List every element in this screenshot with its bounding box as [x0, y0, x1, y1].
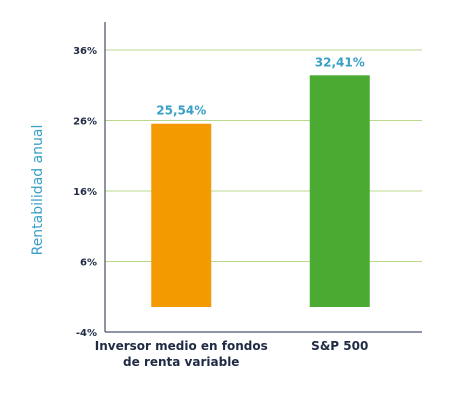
bar — [309, 75, 370, 307]
data-label: 25,54% — [156, 104, 206, 118]
bars — [151, 75, 370, 307]
category-label: de renta variable — [123, 355, 239, 369]
y-axis-label: Rentabilidad anual — [30, 125, 46, 256]
y-tick-label: -4% — [76, 328, 97, 339]
category-label: S&P 500 — [311, 339, 368, 353]
category-label: Inversor medio en fondos — [95, 339, 268, 353]
y-tick-label: 16% — [73, 187, 97, 198]
y-tick-label: 6% — [80, 258, 97, 269]
axes — [104, 22, 422, 333]
y-tick-labels: -4% 6% 16% 26% 36% — [73, 46, 97, 339]
bar — [151, 123, 212, 307]
y-tick-label: 26% — [73, 117, 97, 128]
y-tick-label: 36% — [73, 46, 97, 57]
category-labels: Inversor medio en fondos de renta variabl… — [95, 339, 369, 369]
data-labels: 25,54% 32,41% — [156, 55, 364, 117]
data-label: 32,41% — [315, 55, 365, 69]
